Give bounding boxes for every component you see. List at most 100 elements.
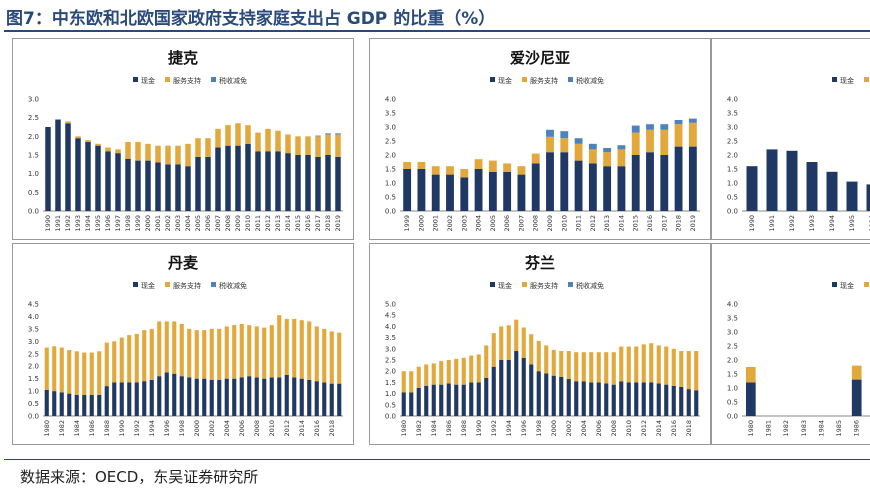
x-tick-label: 2010 — [268, 420, 276, 437]
bar-segment — [82, 352, 87, 395]
x-tick-label: 1984 — [73, 420, 81, 437]
bar-segment — [417, 169, 426, 211]
x-tick-label: 2008 — [224, 215, 232, 232]
bar-segment — [157, 321, 162, 377]
bar-segment — [604, 352, 609, 384]
bar-segment — [299, 378, 304, 416]
y-tick-label: 3.0 — [385, 345, 396, 353]
y-tick-label: 1.5 — [727, 166, 738, 174]
bar-segment — [315, 156, 321, 211]
bar-segment — [679, 351, 684, 387]
legend-label: 税收减免 — [576, 76, 604, 85]
legend-label: 现金 — [498, 76, 512, 85]
y-tick-label: 2.0 — [28, 133, 39, 141]
bar-segment — [187, 328, 192, 378]
bar-segment — [284, 374, 289, 416]
y-tick-label: 1.0 — [727, 385, 738, 393]
x-tick-label: 1986 — [88, 420, 96, 437]
y-tick-label: 3.0 — [727, 124, 738, 132]
bar-segment — [322, 382, 327, 416]
legend-label: 服务支持 — [173, 76, 201, 85]
y-tick-label: 0.0 — [727, 413, 738, 421]
y-tick-label: 0.0 — [385, 208, 396, 216]
bar-segment — [315, 136, 321, 157]
bar-segment — [74, 351, 79, 395]
bar-segment — [409, 392, 414, 416]
chart-panels: 捷克 现金 服务支持 税收减免 0.0 0.5 1.0 1.5 2.0 2.5 3.0 1990 199… — [0, 36, 870, 458]
bar-segment — [546, 152, 554, 211]
bar-segment — [499, 326, 504, 360]
bar-segment — [172, 321, 177, 374]
x-tick-label: 2017 — [314, 215, 322, 232]
x-tick-label: 2015 — [632, 215, 640, 232]
bar-segment — [95, 143, 101, 146]
bar-segment — [262, 327, 267, 379]
bar-segment — [866, 184, 870, 211]
bar-segment — [574, 138, 583, 144]
x-tick-label: 2008 — [253, 420, 261, 437]
bar-segment — [285, 134, 291, 154]
x-tick-label: 2018 — [328, 420, 336, 437]
x-tick-label: 2001 — [432, 215, 440, 232]
y-tick-label: 1.0 — [385, 180, 396, 188]
bar-segment — [531, 153, 540, 164]
x-tick-label: 1993 — [808, 215, 816, 232]
bar-segment — [44, 389, 49, 416]
bar-segment — [82, 394, 87, 416]
y-tick-label: 5.0 — [385, 301, 396, 309]
y-tick-label: 2.0 — [727, 357, 738, 365]
y-tick-label: 2.5 — [28, 350, 39, 358]
x-tick-label: 1996 — [520, 420, 528, 437]
bar-segment — [634, 382, 639, 416]
bar-segment — [292, 377, 297, 416]
bar-segment — [664, 384, 669, 416]
legend-label: 服务支持 — [530, 281, 558, 290]
bar-segment — [634, 346, 639, 383]
bar-segment — [247, 325, 252, 377]
title-rule — [4, 30, 870, 32]
bar-segment — [172, 373, 177, 416]
x-tick-label: 2010 — [244, 215, 252, 232]
bar-segment — [105, 147, 111, 152]
bar-segment — [574, 160, 583, 211]
bar-segment — [401, 371, 406, 393]
bar-segment — [401, 392, 406, 416]
x-tick-label: 1996 — [163, 420, 171, 437]
bar-segment — [484, 345, 489, 378]
y-tick-label: 1.0 — [727, 180, 738, 188]
bar-segment — [337, 332, 342, 384]
bar-segment — [531, 163, 540, 211]
legend-swatch — [568, 282, 573, 287]
bar-segment — [75, 138, 81, 211]
y-tick-label: 1.5 — [385, 379, 396, 387]
legend-label: 服务支持 — [530, 76, 558, 85]
x-tick-label: 2000 — [193, 420, 201, 437]
bar-segment — [89, 394, 94, 416]
x-tick-label: 1992 — [64, 215, 72, 232]
bar-segment — [503, 163, 512, 172]
bar-segment — [688, 118, 697, 123]
bar-segment — [325, 134, 331, 155]
bar-segment — [566, 351, 571, 380]
chart-third-bottom: 现金服务支持0.00.51.01.52.02.53.03.54.01980198… — [727, 281, 870, 437]
x-tick-label: 1991 — [54, 215, 62, 232]
bar-segment — [254, 326, 259, 378]
bar-segment — [476, 382, 481, 416]
y-tick-label: 0.0 — [28, 413, 39, 421]
bar-segment — [431, 174, 440, 211]
bar-segment — [305, 136, 311, 155]
bar-segment — [544, 373, 549, 416]
bar-segment — [611, 352, 616, 385]
bar-segment — [209, 328, 214, 380]
bar-segment — [588, 163, 597, 211]
bar-segment — [745, 367, 756, 383]
bar-segment — [566, 379, 571, 416]
bar-segment — [517, 174, 526, 211]
bar-segment — [225, 145, 231, 211]
bar-segment — [175, 145, 181, 165]
chart-panel-third-bottom: 现金服务支持0.00.51.01.52.02.53.03.54.01980198… — [711, 243, 870, 445]
bar-segment — [337, 383, 342, 416]
bar-segment — [335, 133, 341, 135]
bar-segment — [325, 155, 331, 211]
